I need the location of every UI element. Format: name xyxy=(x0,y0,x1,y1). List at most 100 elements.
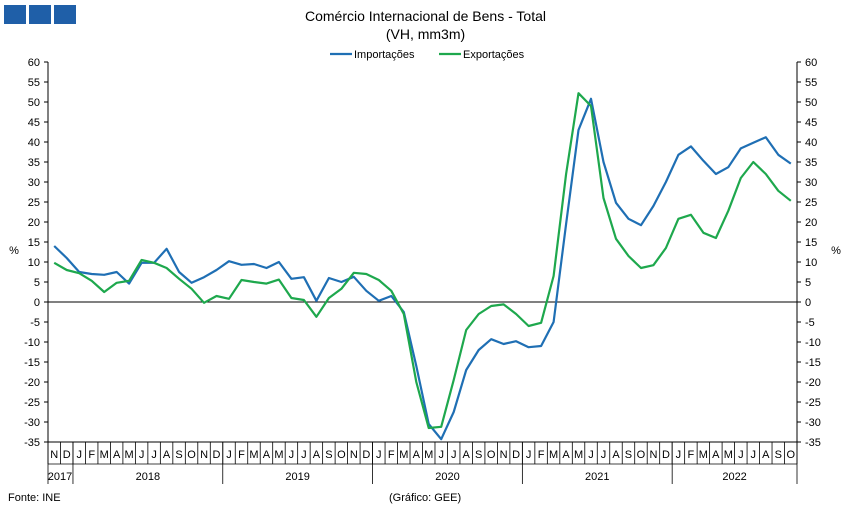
month-tick-label: S xyxy=(625,449,632,461)
month-tick-label: J xyxy=(526,449,532,461)
y-tick-label-right: -35 xyxy=(805,437,821,449)
y-tick-label-right: 40 xyxy=(805,137,817,149)
month-tick-label: D xyxy=(662,449,670,461)
y-tick-label-right: 0 xyxy=(805,297,811,309)
month-tick-label: J xyxy=(376,449,382,461)
month-tick-label: M xyxy=(574,449,583,461)
y-tick-label-left: 20 xyxy=(28,217,40,229)
legend-label-importacoes: Importações xyxy=(354,49,415,61)
y-tick-label-right: 45 xyxy=(805,117,817,129)
month-tick-label: M xyxy=(274,449,283,461)
y-tick-label-left: 45 xyxy=(28,117,40,129)
month-tick-label: M xyxy=(249,449,258,461)
logo-block-2 xyxy=(29,5,51,24)
y-tick-label-right: -20 xyxy=(805,377,821,389)
y-tick-label-right: 15 xyxy=(805,237,817,249)
y-tick-label-right: 10 xyxy=(805,257,817,269)
y-tick-label-right: 55 xyxy=(805,77,817,89)
y-tick-label-right: 20 xyxy=(805,217,817,229)
y-tick-label-left: 50 xyxy=(28,97,40,109)
month-tick-label: F xyxy=(538,449,545,461)
source-note: Fonte: INE xyxy=(8,492,61,504)
y-tick-label-right: -25 xyxy=(805,397,821,409)
month-tick-label: J xyxy=(451,449,457,461)
month-tick-label: J xyxy=(588,449,594,461)
month-tick-label: O xyxy=(487,449,496,461)
year-tick-label: 2020 xyxy=(435,471,459,483)
y-tick-label-left: 25 xyxy=(28,197,40,209)
month-tick-label: F xyxy=(238,449,245,461)
month-tick-label: D xyxy=(362,449,370,461)
y-tick-label-left: 55 xyxy=(28,77,40,89)
y-tick-label-left: 15 xyxy=(28,237,40,249)
month-tick-label: F xyxy=(688,449,695,461)
month-tick-label: S xyxy=(775,449,782,461)
month-tick-label: D xyxy=(63,449,71,461)
month-tick-label: O xyxy=(187,449,196,461)
year-tick-label: 2021 xyxy=(585,471,609,483)
month-tick-label: M xyxy=(424,449,433,461)
month-tick-label: J xyxy=(289,449,295,461)
month-tick-label: A xyxy=(413,449,421,461)
month-tick-label: J xyxy=(139,449,145,461)
month-tick-label: N xyxy=(200,449,208,461)
month-tick-label: N xyxy=(500,449,508,461)
y-tick-label-right: -10 xyxy=(805,337,821,349)
month-tick-label: N xyxy=(50,449,58,461)
month-tick-label: A xyxy=(463,449,471,461)
y-tick-label-left: -25 xyxy=(24,397,40,409)
month-tick-label: A xyxy=(612,449,620,461)
y-tick-label-right: 50 xyxy=(805,97,817,109)
logo-block-3 xyxy=(54,5,76,24)
month-tick-label: A xyxy=(712,449,720,461)
y-tick-label-left: 40 xyxy=(28,137,40,149)
month-tick-label: F xyxy=(88,449,95,461)
credit-note: (Gráfico: GEE) xyxy=(389,492,462,504)
month-tick-label: S xyxy=(475,449,482,461)
y-tick-label-right: -30 xyxy=(805,417,821,429)
y-tick-label-left: 10 xyxy=(28,257,40,269)
y-tick-label-right: 60 xyxy=(805,57,817,69)
month-tick-label: A xyxy=(562,449,570,461)
month-tick-label: A xyxy=(113,449,121,461)
legend-label-exportacoes: Exportações xyxy=(463,49,525,61)
month-tick-label: M xyxy=(549,449,558,461)
y-tick-label-right: 25 xyxy=(805,197,817,209)
year-tick-label: 2017 xyxy=(48,471,72,483)
month-tick-label: A xyxy=(313,449,321,461)
y-tick-label-left: -30 xyxy=(24,417,40,429)
y-tick-label-right: -5 xyxy=(805,317,815,329)
logo-block-1 xyxy=(4,5,26,24)
y-tick-label-right: 5 xyxy=(805,277,811,289)
month-tick-label: O xyxy=(786,449,795,461)
month-tick-label: J xyxy=(226,449,232,461)
year-tick-label: 2018 xyxy=(136,471,160,483)
y-tick-label-left: -5 xyxy=(30,317,40,329)
chart-subtitle: (VH, mm3m) xyxy=(385,26,466,42)
series-line-importacoes xyxy=(53,97,792,441)
y-tick-label-left: -15 xyxy=(24,357,40,369)
month-tick-label: J xyxy=(601,449,607,461)
y-tick-label-left: 30 xyxy=(28,177,40,189)
month-tick-label: M xyxy=(100,449,109,461)
month-tick-label: A xyxy=(762,449,770,461)
month-tick-label: N xyxy=(350,449,358,461)
month-tick-label: M xyxy=(699,449,708,461)
month-tick-label: J xyxy=(751,449,757,461)
month-tick-label: J xyxy=(76,449,82,461)
y-tick-label-right: -15 xyxy=(805,357,821,369)
month-tick-label: D xyxy=(213,449,221,461)
chart-title-block: Comércio Internacional de Bens - Total (… xyxy=(0,7,851,43)
month-tick-label: M xyxy=(399,449,408,461)
year-tick-label: 2019 xyxy=(285,471,309,483)
y-tick-label-left: -10 xyxy=(24,337,40,349)
y-tick-label-right: 35 xyxy=(805,157,817,169)
month-tick-label: S xyxy=(175,449,182,461)
chart-title: Comércio Internacional de Bens - Total xyxy=(305,8,546,24)
month-tick-label: A xyxy=(263,449,271,461)
y-tick-label-left: 0 xyxy=(34,297,40,309)
month-tick-label: A xyxy=(163,449,171,461)
y-tick-label-left: 5 xyxy=(34,277,40,289)
month-tick-label: O xyxy=(637,449,646,461)
